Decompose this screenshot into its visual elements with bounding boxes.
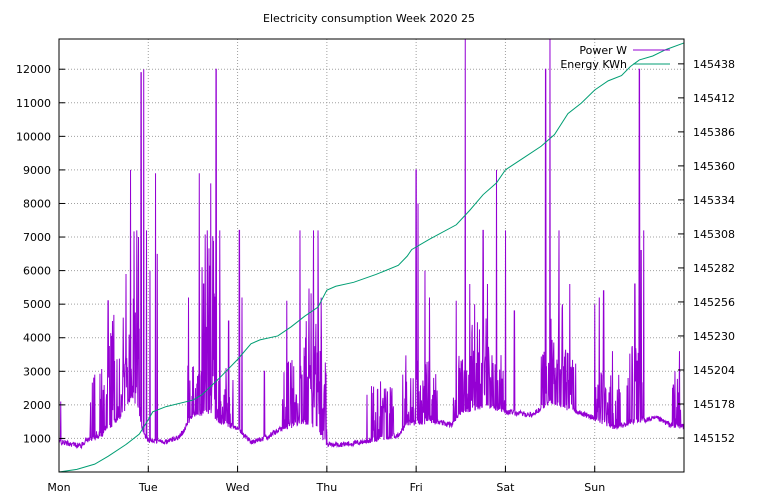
y-right-tick-label: 145152 [693, 432, 735, 445]
x-tick-label: Sun [584, 481, 605, 494]
y-left-tick-label: 6000 [23, 265, 51, 278]
y-left-tick-label: 5000 [23, 298, 51, 311]
y-right-tick-label: 145386 [693, 126, 735, 139]
y-right-tick-label: 145308 [693, 228, 735, 241]
y-right-tick-label: 145282 [693, 262, 735, 275]
legend-energy-label: Energy KWh [560, 58, 627, 71]
y-right-tick-label: 145204 [693, 364, 735, 377]
y-left-tick-label: 8000 [23, 197, 51, 210]
y-left-tick-label: 2000 [23, 399, 51, 412]
x-tick-label: Sat [496, 481, 515, 494]
chart-title: Electricity consumption Week 2020 25 [263, 12, 475, 25]
legend-power-label: Power W [579, 44, 627, 57]
x-tick-label: Tue [138, 481, 158, 494]
y-right-tick-label: 145412 [693, 92, 735, 105]
series-layer [58, 38, 685, 473]
y-left-tick-label: 4000 [23, 332, 51, 345]
power-series-line [58, 38, 685, 450]
y-right-tick-label: 145178 [693, 398, 735, 411]
y-right-tick-label: 145334 [693, 194, 735, 207]
y-right-tick-label: 145438 [693, 58, 735, 71]
y-left-tick-label: 7000 [23, 231, 51, 244]
x-tick-label: Wed [226, 481, 250, 494]
y-right-tick-label: 145256 [693, 296, 735, 309]
y-left-tick-label: 11000 [16, 97, 51, 110]
y-right-tick-label: 145360 [693, 160, 735, 173]
energy-series-line [58, 42, 685, 473]
axes: Mon Tue Wed Thu Fri Sat Sun 1000 2000 3000 4000 500… [16, 58, 735, 494]
y-left-tick-label: 9000 [23, 164, 51, 177]
y-left-tick-label: 12000 [16, 63, 51, 76]
y-left-tick-label: 10000 [16, 130, 51, 143]
x-tick-label: Mon [47, 481, 70, 494]
y-left-tick-label: 3000 [23, 365, 51, 378]
y-left-tick-label: 1000 [23, 432, 51, 445]
legend: Power W Energy KWh [560, 44, 670, 71]
plot-frame [58, 38, 685, 473]
y-right-tick-label: 145230 [693, 330, 735, 343]
x-tick-label: Fri [410, 481, 423, 494]
x-tick-label: Thu [316, 481, 338, 494]
